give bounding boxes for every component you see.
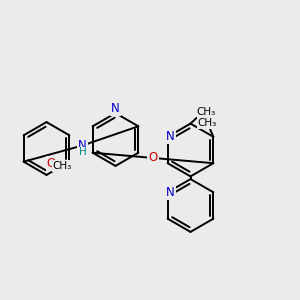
Text: O: O [47,157,56,170]
Text: CH₃: CH₃ [198,118,217,128]
Text: N: N [166,130,175,143]
Text: O: O [148,152,158,164]
Text: N: N [111,102,120,115]
Text: CH₃: CH₃ [53,161,72,171]
Text: H: H [79,147,87,158]
Text: N: N [166,186,175,199]
Text: N: N [78,139,87,152]
Text: CH₃: CH₃ [196,106,215,117]
